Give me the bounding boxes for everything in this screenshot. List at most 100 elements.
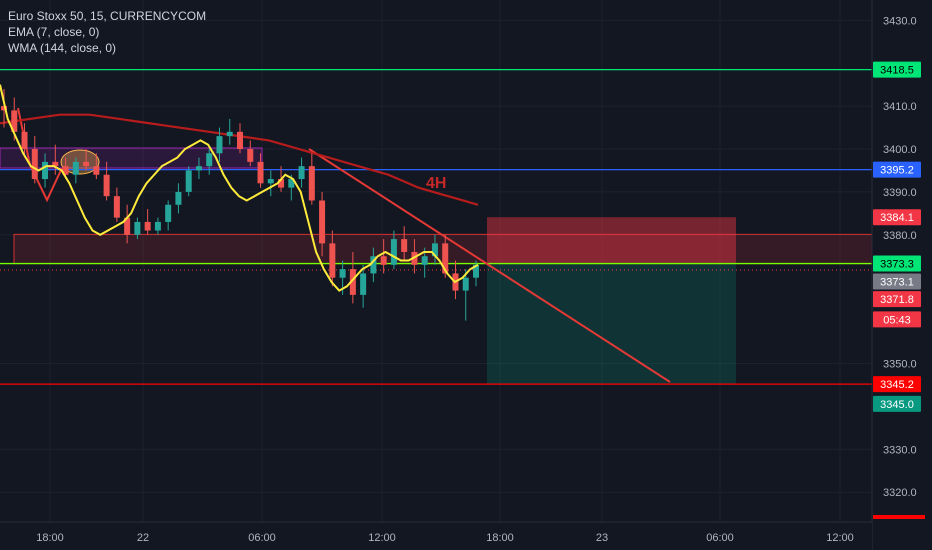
candle-body (442, 243, 449, 274)
candle-body (21, 131, 28, 149)
ema-line (0, 84, 479, 292)
price-tag-label: 3418.5 (880, 65, 914, 77)
price-tag: 3345.2 (873, 376, 921, 393)
horizontal-levels (0, 68, 872, 385)
candle-body (319, 200, 326, 244)
candle-body (216, 136, 223, 154)
price-tag-label: 3373.1 (880, 277, 914, 289)
candle-body (134, 221, 141, 235)
stop-loss-zone (487, 217, 736, 264)
time-axis-bg (0, 522, 872, 550)
candle-body (1, 106, 7, 111)
candle-body (308, 166, 315, 201)
price-tag: 3418.5 (873, 61, 921, 78)
candle-body (226, 131, 233, 137)
price-tag-bg (873, 395, 921, 412)
time-axis: 18:00 22 06:00 12:00 18:00 23 06:00 12:00 (0, 521, 872, 550)
candle-body (185, 170, 192, 192)
candle-body (401, 239, 408, 252)
candle-body (329, 243, 336, 278)
y-tick-label: 3410.0 (883, 101, 917, 113)
candle-body (11, 110, 18, 132)
price-tag-label: 05:43 (883, 314, 911, 326)
candle-body (462, 277, 469, 291)
price-tag-label: 3371.8 (880, 294, 914, 306)
candle-body (267, 179, 274, 184)
price-tag-label: 3384.1 (880, 212, 914, 224)
purple-zone (0, 147, 263, 169)
candle-body (175, 191, 182, 205)
candle-body (360, 273, 367, 295)
x-tick-label: 12:00 (826, 532, 854, 544)
y-tick-label: 3380.0 (883, 230, 917, 242)
candle-body (52, 161, 59, 167)
candle-body (370, 256, 377, 274)
price-tag: 05:43 (873, 311, 921, 328)
candle-body (349, 269, 356, 295)
x-tick-label: 23 (596, 532, 608, 544)
candle-body (154, 221, 161, 231)
price-tag-bg (873, 291, 921, 308)
candle-body (247, 149, 254, 162)
y-tick-label: 3350.0 (883, 359, 917, 371)
candle-body (380, 256, 387, 265)
candle-body (165, 204, 172, 222)
price-tag-bg (873, 255, 921, 272)
price-tag-bg (873, 61, 921, 78)
candle-body (195, 166, 202, 171)
candle-body (31, 149, 38, 180)
candle-body (237, 131, 243, 149)
candles (1, 88, 479, 321)
y-tick-label: 3430.0 (883, 15, 917, 27)
candle-body (421, 256, 428, 265)
price-tag: 3373.3 (873, 255, 921, 272)
candle-body (206, 153, 213, 167)
x-tick-label: 18:00 (36, 532, 64, 544)
candle-body (72, 161, 79, 175)
price-tag: 3373.1 (873, 273, 921, 290)
legend-ema[interactable]: EMA (7, close, 0) (8, 25, 100, 39)
y-tick-label: 3400.0 (883, 144, 917, 156)
price-tag-label: 3345.0 (880, 399, 914, 411)
y-tick-label: 3330.0 (883, 444, 917, 456)
price-tag: 3345.0 (873, 395, 921, 412)
price-tag: 3395.2 (873, 161, 921, 178)
candle-body (124, 217, 131, 235)
candle-body (113, 196, 120, 218)
candle-body (288, 179, 295, 188)
price-tag-bg (873, 161, 921, 178)
candle-body (339, 269, 346, 278)
grid (0, 0, 872, 522)
candle-body (144, 221, 151, 231)
candle-body (390, 239, 397, 265)
candle-body (257, 161, 264, 184)
highlight-ellipse (60, 149, 100, 175)
x-tick-label: 18:00 (486, 532, 514, 544)
x-tick-label: 12:00 (368, 532, 396, 544)
price-marker-bottom (873, 515, 925, 519)
price-tag-bg (873, 273, 921, 290)
price-tag-label: 3345.2 (880, 379, 914, 391)
price-tag-bg (873, 209, 921, 226)
candle-body (42, 161, 49, 180)
candle-body (93, 166, 100, 175)
candle-body (62, 166, 69, 175)
y-tick-label: 3390.0 (883, 187, 917, 199)
candle-body (431, 243, 438, 257)
candle-body (473, 264, 479, 278)
candle-body (83, 161, 90, 167)
chart-legend: Euro Stoxx 50, 15, CURRENCYCOM EMA (7, c… (8, 8, 206, 56)
x-tick-label: 22 (137, 532, 149, 544)
y-tick-label: 3320.0 (883, 487, 917, 499)
legend-symbol[interactable]: Euro Stoxx 50, 15, CURRENCYCOM (8, 9, 207, 23)
candle-body (103, 174, 110, 197)
take-profit-zone (487, 263, 736, 385)
x-tick-label: 06:00 (706, 532, 734, 544)
price-tag: 3384.1 (873, 209, 921, 226)
legend-wma[interactable]: WMA (144, close, 0) (8, 41, 117, 55)
candle-body (298, 166, 305, 180)
price-tag-label: 3395.2 (880, 165, 914, 177)
price-tag: 3371.8 (873, 291, 921, 308)
price-axis: 3430.0 3410.0 3400.0 3390.0 3380.0 3350.0 3330… (871, 0, 932, 550)
